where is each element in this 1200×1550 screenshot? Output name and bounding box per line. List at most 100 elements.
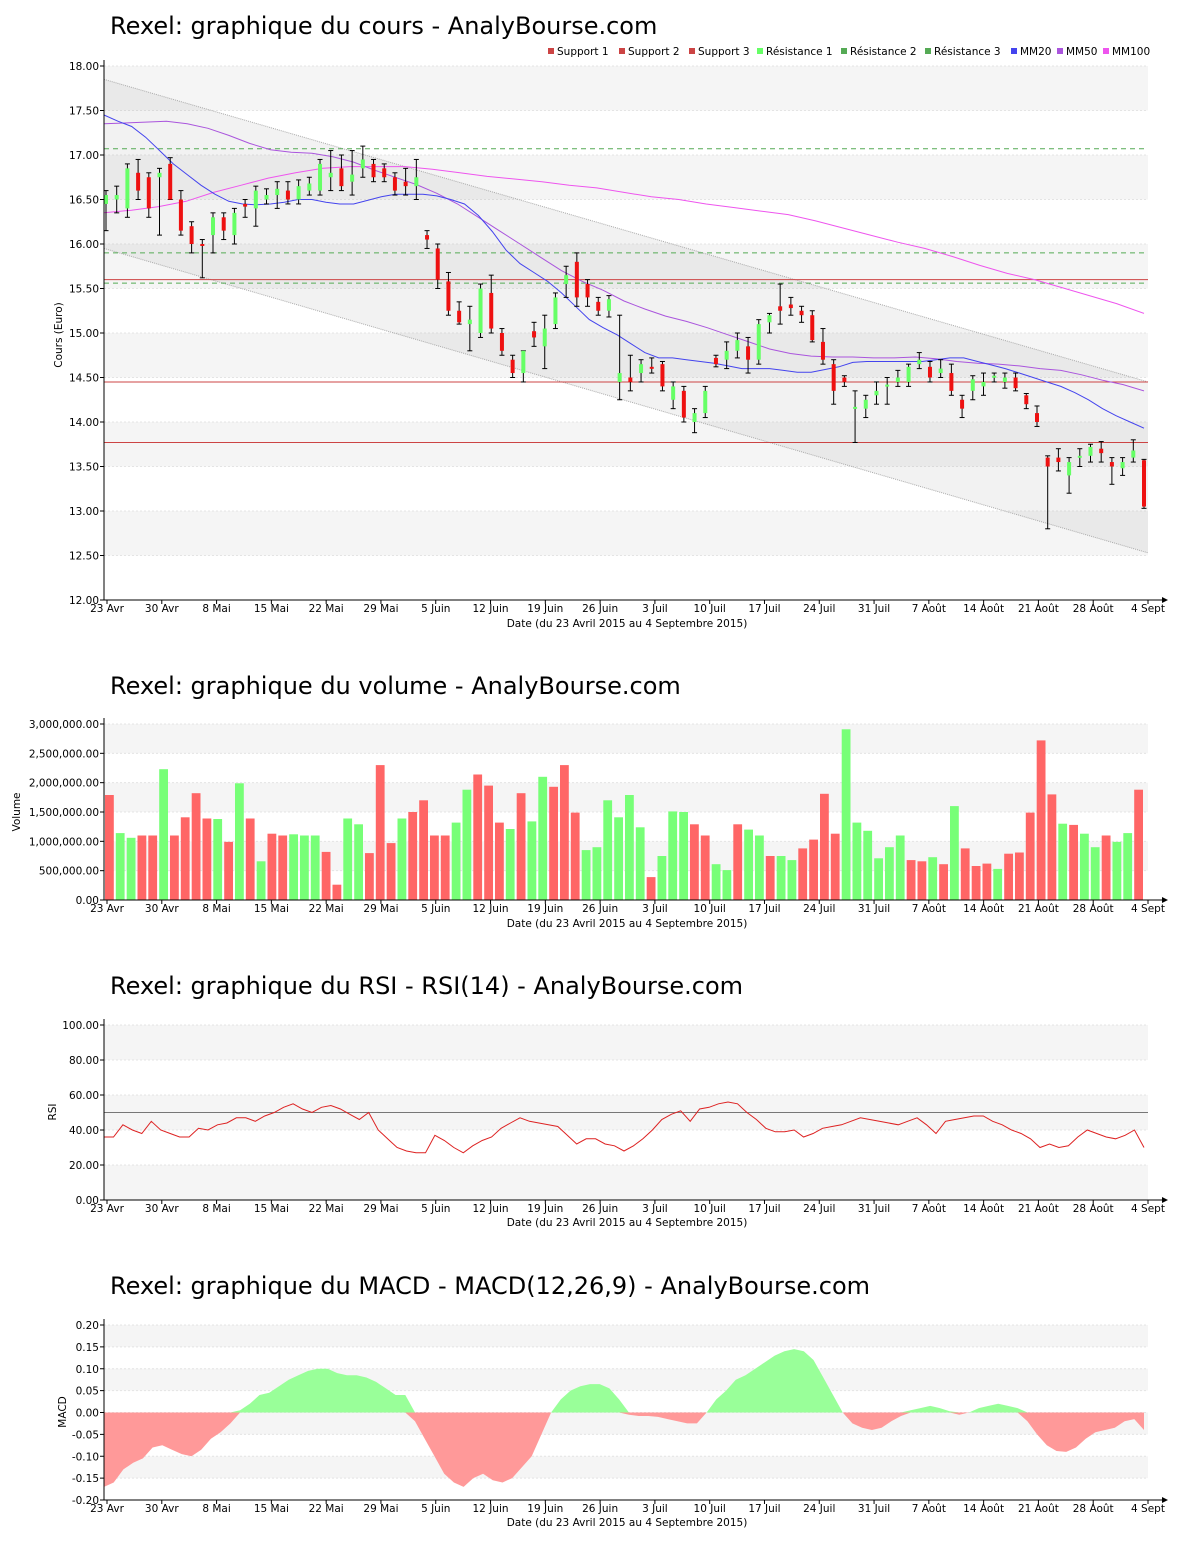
- volume-bar: [1058, 823, 1068, 900]
- candle-body: [360, 159, 365, 169]
- legend-swatch: [757, 48, 763, 54]
- macd-y-tick-label: -0.20: [72, 1495, 99, 1507]
- volume-bar: [408, 812, 418, 900]
- candle-body: [414, 177, 419, 187]
- candle: [948, 363, 954, 396]
- candle: [360, 145, 366, 178]
- candle-body: [339, 168, 344, 187]
- candle: [873, 381, 879, 405]
- volume-bar: [906, 860, 916, 900]
- legend-swatch: [1011, 48, 1017, 54]
- candle-body: [168, 163, 173, 200]
- volume-bar: [343, 818, 353, 900]
- volume-bar: [224, 841, 233, 900]
- candle: [1087, 443, 1093, 463]
- candle: [285, 181, 291, 205]
- candle: [499, 328, 505, 356]
- candle: [199, 239, 205, 279]
- price-chart: Rexel: graphique du cours - AnalyBourse.…: [53, 12, 1168, 630]
- candle-body: [820, 341, 825, 360]
- candle-body: [232, 212, 237, 236]
- candle-body: [542, 328, 547, 347]
- candle: [1034, 405, 1040, 427]
- candle-body: [285, 190, 290, 200]
- volume-bar: [1112, 841, 1122, 900]
- rsi-y-tick-label: 40.00: [69, 1125, 99, 1137]
- candle: [916, 352, 922, 370]
- volume-bar: [213, 819, 223, 900]
- legend-label: MM20: [1020, 46, 1051, 58]
- candle-body: [275, 188, 280, 196]
- candle: [906, 363, 912, 387]
- volume-bar: [462, 789, 472, 900]
- price-x-tick-label: 22 Mai: [309, 603, 344, 615]
- macd-band: [104, 1456, 1148, 1479]
- candle: [435, 243, 441, 289]
- candle: [895, 369, 901, 387]
- volume-bar: [1047, 794, 1057, 900]
- volume-bar: [386, 843, 396, 900]
- macd-x-tick-label: 23 Avr: [90, 1503, 124, 1515]
- volume-bar: [256, 861, 266, 900]
- candle: [478, 283, 484, 338]
- macd-y-tick-label: 0.00: [76, 1408, 99, 1420]
- macd-x-tick-label: 24 Juil: [803, 1503, 835, 1515]
- rsi-lines: [104, 1101, 1148, 1154]
- candle-body: [681, 390, 686, 418]
- candle-body: [863, 399, 868, 409]
- candle: [595, 296, 601, 316]
- candle: [520, 350, 526, 383]
- volume-bar: [874, 858, 883, 900]
- candle: [306, 176, 312, 196]
- candle-body: [746, 346, 751, 360]
- candle-body: [382, 168, 387, 178]
- price-band: [104, 244, 1148, 289]
- price-band: [104, 422, 1148, 467]
- price-y-tick-label: 15.50: [69, 284, 99, 296]
- volume-bars: [105, 729, 1143, 900]
- volume-bar: [1134, 789, 1143, 900]
- legend-item: Support 1: [548, 46, 609, 58]
- candle: [1098, 441, 1104, 463]
- volume-bar: [430, 835, 439, 900]
- volume-bar: [1090, 847, 1100, 900]
- rsi-y-tick-label: 80.00: [69, 1055, 99, 1067]
- macd-x-tick-label: 22 Mai: [309, 1503, 344, 1515]
- volume-x-tick-label: 30 Avr: [145, 903, 179, 915]
- candle: [670, 381, 676, 410]
- volume-bar: [505, 829, 515, 900]
- volume-y-axis-label: Volume: [11, 792, 23, 831]
- candle: [403, 167, 409, 196]
- candle-body: [296, 186, 301, 200]
- candle: [745, 336, 751, 374]
- volume-bar: [397, 818, 407, 900]
- volume-bar: [625, 795, 634, 900]
- legend-item: Support 2: [619, 46, 680, 58]
- rsi-x-tick-label: 19 Juin: [527, 1203, 563, 1215]
- price-x-tick-label: 14 Août: [963, 603, 1004, 615]
- candle: [702, 385, 708, 419]
- candle: [980, 372, 986, 396]
- volume-bar: [646, 877, 656, 900]
- volume-bar: [635, 827, 645, 900]
- candle: [445, 271, 451, 316]
- rsi-y-tick-label: 60.00: [69, 1090, 99, 1102]
- rsi-x-tick-label: 29 Mai: [363, 1203, 398, 1215]
- candle-body: [1024, 395, 1029, 405]
- price-x-tick-label: 19 Juin: [527, 603, 563, 615]
- volume-bar: [1080, 833, 1089, 900]
- volume-x-axis-label: Date (du 23 Avril 2015 au 4 Septembre 20…: [507, 918, 748, 930]
- candle-body: [1002, 377, 1007, 382]
- legend-swatch: [689, 48, 695, 54]
- candle-body: [521, 350, 526, 374]
- volume-x-arrow: [1162, 897, 1168, 903]
- volume-bar: [570, 812, 580, 900]
- macd-y-tick-label: 0.10: [76, 1364, 99, 1376]
- price-y-tick-label: 14.50: [69, 373, 99, 385]
- candle-body: [1088, 446, 1093, 456]
- legend-item: MM100: [1103, 46, 1150, 58]
- candle: [681, 385, 687, 423]
- volume-bar: [971, 866, 981, 900]
- price-x-tick-label: 24 Juil: [803, 603, 835, 615]
- volume-bar: [484, 785, 493, 900]
